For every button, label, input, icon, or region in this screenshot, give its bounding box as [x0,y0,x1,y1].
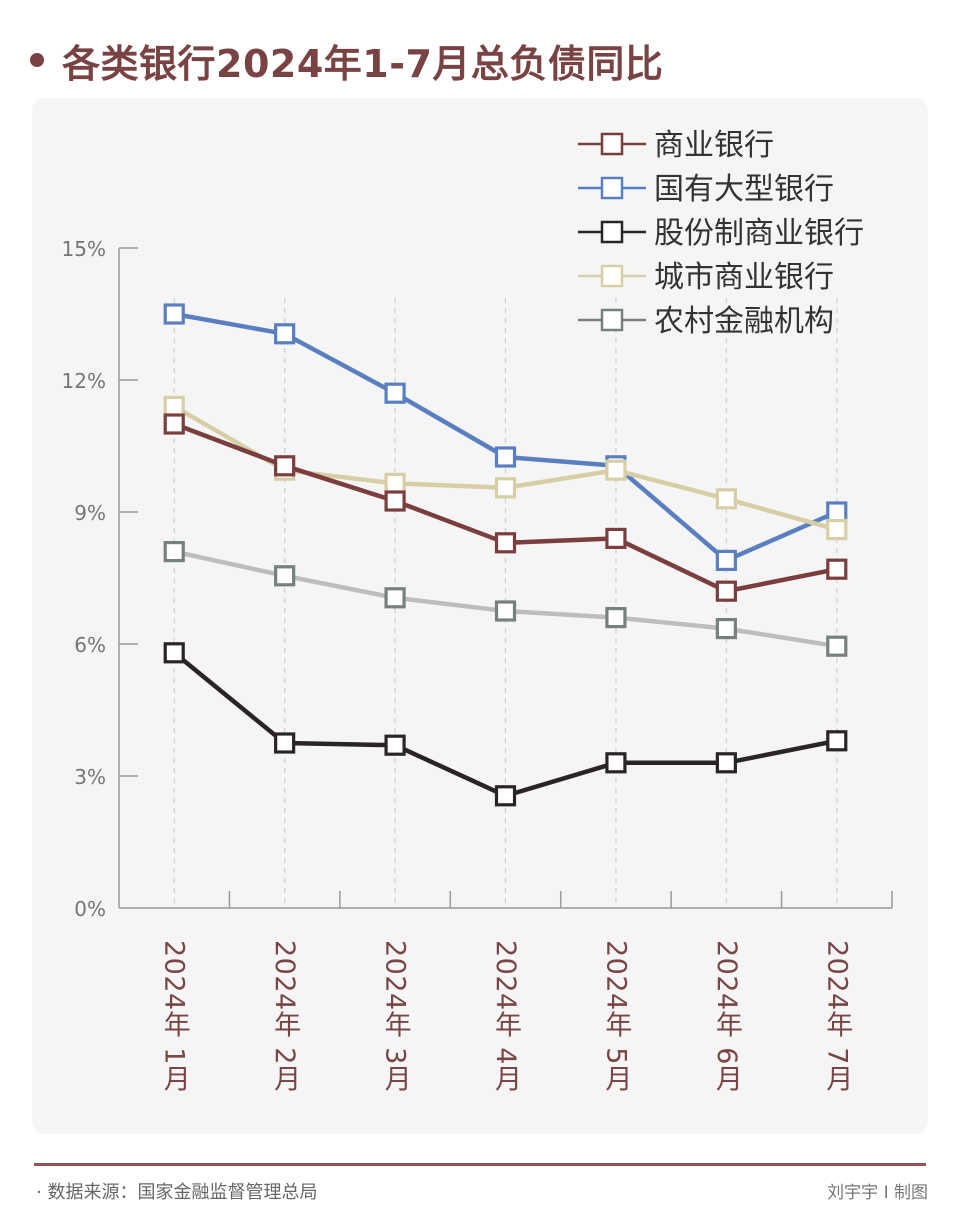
legend-marker-icon [600,176,624,200]
chart-panel [32,98,928,1134]
legend-label: 股份制商业银行 [654,216,864,251]
x-tick-label: 2024年 1月 [159,940,191,1092]
legend-item: 商业银行 [578,128,774,163]
data-point [715,752,737,774]
axes: 0% 3% 6% 9% 12% 15% 2024年 1月 2024年 2月 2024年 3月 20… [62,237,893,1092]
legend-item: 国有大型银行 [578,172,834,207]
data-point [715,549,737,572]
data-point [384,490,406,512]
data-point [715,488,737,510]
data-point [163,413,185,435]
data-point [494,477,517,499]
x-tick-label: 2024年 6月 [711,940,743,1092]
data-point [826,730,848,752]
data-point [605,606,627,629]
data-point [163,540,185,563]
y-tick-label: 15% [62,237,106,261]
data-point [274,732,296,754]
y-tick-label: 12% [62,369,106,393]
data-point [605,752,627,774]
data-point [274,455,296,477]
series-0 [163,413,848,602]
data-point [274,323,296,345]
legend-label: 商业银行 [654,128,774,163]
legend-marker-icon [600,220,624,244]
legend-marker-icon [600,308,624,332]
series-4 [163,540,848,657]
legend-item: 城市商业银行 [578,260,834,295]
x-tick-label: 2024年 7月 [821,940,853,1092]
title-bullet-icon [30,53,44,67]
data-point [384,734,406,756]
data-point [826,558,848,580]
footer-divider [34,1163,926,1166]
data-point [494,785,517,807]
data-point [163,303,185,325]
x-tick-label: 2024年 4月 [490,940,522,1092]
data-point [163,642,185,664]
legend-item: 农村金融机构 [578,304,834,339]
chart-credit: 刘宇宇 I 制图 [827,1183,928,1203]
y-tick-label: 6% [74,633,106,657]
x-tick-label: 2024年 3月 [380,940,412,1092]
data-point [384,587,406,609]
legend-item: 股份制商业银行 [578,216,864,251]
data-point [274,565,296,587]
data-point [494,446,517,468]
data-point [605,527,627,550]
chart-title: 各类银行2024年1-7月总负债同比 [62,41,664,86]
chart-title-row: 各类银行2024年1-7月总负债同比 [30,30,663,90]
data-point [826,635,848,657]
series [163,303,848,807]
series-line [172,651,838,799]
legend-label: 农村金融机构 [654,304,834,339]
data-point [826,501,848,523]
data-point [715,617,737,640]
data-point [826,518,848,541]
y-tick-label: 3% [74,765,106,789]
x-tick-label: 2024年 2月 [269,940,301,1092]
x-tick-label: 2024年 5月 [600,940,632,1092]
data-point [163,395,185,417]
data-point [384,382,406,404]
data-point [715,580,737,602]
y-tick-label: 9% [74,501,106,525]
legend-marker-icon [600,132,624,156]
series-2 [163,642,848,807]
data-point [494,600,517,622]
data-source: · 数据来源：国家金融监督管理总局 [36,1182,318,1203]
data-point [494,532,517,554]
legend-marker-icon [600,264,624,288]
data-point [384,472,406,494]
legend-label: 国有大型银行 [654,172,834,207]
y-tick-label: 0% [74,897,106,921]
legend-label: 城市商业银行 [654,260,834,295]
data-point [605,459,627,481]
